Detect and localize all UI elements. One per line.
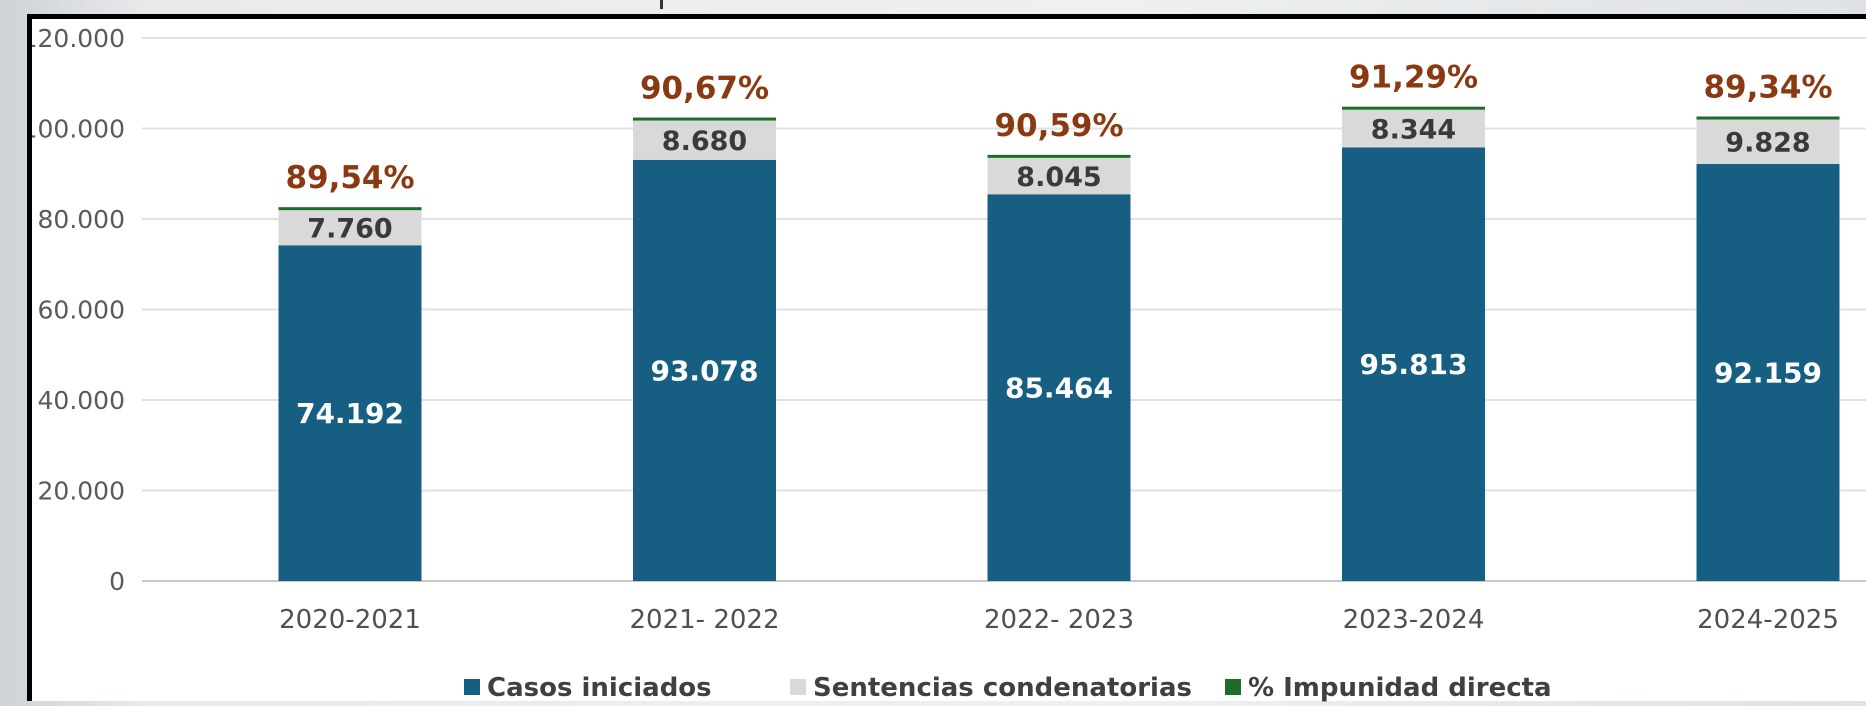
y-tick-label: 120.000 <box>32 24 125 53</box>
data-label-casos-iniciados: 92.159 <box>1714 356 1822 389</box>
data-label-casos-iniciados: 95.813 <box>1359 348 1467 381</box>
data-label-casos-iniciados: 93.078 <box>650 354 758 387</box>
data-label-sentencias-condenatorias: 8.344 <box>1371 115 1456 146</box>
data-label-impunidad-directa: 89,34% <box>1703 70 1832 106</box>
bar-impunidad-directa <box>278 207 422 211</box>
bar-sentencias-condenatorias <box>987 157 1131 195</box>
bar-casos-iniciados <box>1342 147 1485 582</box>
x-tick-label: 2024-2025 <box>1697 605 1839 635</box>
data-label-impunidad-directa: 91,29% <box>1349 60 1478 96</box>
data-label-casos-iniciados: 74.192 <box>296 397 404 430</box>
y-axis: 0 20.000 40.000 60.000 80.000 100.000 120.000 <box>32 24 125 596</box>
data-label-sentencias-condenatorias: 8.680 <box>662 126 747 157</box>
data-label-casos-iniciados: 85.464 <box>1005 372 1113 405</box>
legend-swatch <box>790 679 806 695</box>
data-label-sentencias-condenatorias: 8.045 <box>1016 162 1101 193</box>
x-tick-label: 2022- 2023 <box>984 605 1134 635</box>
legend: Casos iniciados Sentencias condenatorias%… <box>464 673 1552 703</box>
x-tick-label: 2020-2021 <box>279 605 421 635</box>
data-label-sentencias-condenatorias: 7.760 <box>307 214 392 245</box>
bar-impunidad-directa <box>987 154 1131 158</box>
x-axis: 2020-2021 2021- 2022 2022- 2023 2023-2024 20… <box>279 605 1839 635</box>
x-tick-label: 2023-2024 <box>1343 605 1485 635</box>
y-tick-label: 40.000 <box>38 386 125 415</box>
bars: 74.192 7.760 89,54% 93.078 8.680 90,67% 85.464… <box>278 60 1840 582</box>
y-tick-label: 20.000 <box>38 477 125 506</box>
y-tick-label: 0 <box>109 567 125 596</box>
chart-frame: 020.00040.00060.00080.000100.000120.000 … <box>27 14 1866 703</box>
y-tick-label: 100.000 <box>32 115 125 144</box>
legend-swatch <box>464 679 480 695</box>
bar-sentencias-condenatorias <box>1696 119 1840 164</box>
data-label-sentencias-condenatorias: 9.828 <box>1725 128 1810 159</box>
bar-casos-iniciados <box>278 245 422 582</box>
y-tick-label: 80.000 <box>38 205 125 234</box>
bar-impunidad-directa <box>633 117 776 121</box>
bar-casos-iniciados <box>633 159 776 581</box>
legend-label: Casos iniciados <box>487 673 712 703</box>
bar-impunidad-directa <box>1342 106 1485 110</box>
legend-label: Sentencias condenatorias <box>813 673 1192 703</box>
data-label-impunidad-directa: 90,67% <box>640 71 769 107</box>
bar-sentencias-condenatorias <box>633 120 776 160</box>
bar-casos-iniciados <box>987 194 1131 582</box>
legend-swatch <box>1225 679 1241 695</box>
bar-casos-iniciados <box>1696 163 1840 581</box>
legend-label: % Impunidad directa <box>1248 673 1552 703</box>
cursor-mark <box>660 0 663 9</box>
x-tick-label: 2021- 2022 <box>630 605 780 635</box>
bar-sentencias-condenatorias <box>1342 109 1485 148</box>
data-label-impunidad-directa: 90,59% <box>994 108 1123 144</box>
y-tick-label: 60.000 <box>38 296 125 325</box>
data-label-impunidad-directa: 89,54% <box>285 160 414 196</box>
bar-sentencias-condenatorias <box>278 210 422 246</box>
stacked-bar-chart: 020.00040.00060.00080.000100.000120.000 … <box>32 24 1866 703</box>
bar-impunidad-directa <box>1696 116 1840 120</box>
